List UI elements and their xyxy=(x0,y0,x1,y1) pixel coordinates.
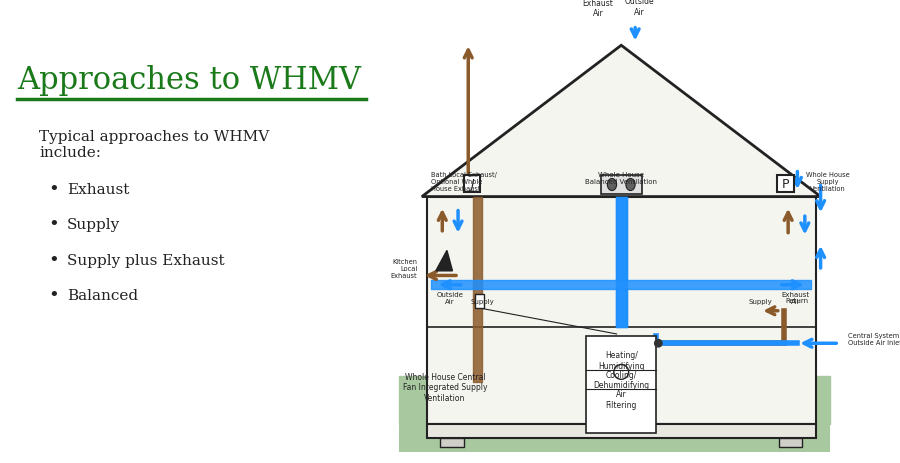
Polygon shape xyxy=(436,251,453,271)
Text: J: J xyxy=(470,178,473,191)
Text: •: • xyxy=(49,286,59,304)
Text: Exhaust: Exhaust xyxy=(67,183,129,197)
Circle shape xyxy=(654,340,662,347)
Text: Outside
Air: Outside Air xyxy=(436,292,464,305)
Text: Heating/
Humidifying: Heating/ Humidifying xyxy=(598,350,644,370)
Text: Supply plus Exhaust: Supply plus Exhaust xyxy=(67,253,224,267)
Text: Balanced: Balanced xyxy=(67,288,138,302)
Polygon shape xyxy=(422,46,821,197)
Ellipse shape xyxy=(608,179,616,191)
Text: •: • xyxy=(49,251,59,269)
Text: Air
Filtering: Air Filtering xyxy=(606,389,637,409)
Ellipse shape xyxy=(626,179,635,191)
Text: Whole House
Supply
Ventilation: Whole House Supply Ventilation xyxy=(806,171,850,191)
Bar xyxy=(778,438,802,447)
Text: Exhaust
Air: Exhaust Air xyxy=(582,0,614,19)
Text: Supply: Supply xyxy=(471,299,494,305)
Text: Central System
Outside Air Inlet: Central System Outside Air Inlet xyxy=(849,332,900,345)
Text: Outside
Air: Outside Air xyxy=(625,0,654,17)
FancyBboxPatch shape xyxy=(601,176,642,194)
Text: Whole House Central
Fan Integrated Supply
Ventilation: Whole House Central Fan Integrated Suppl… xyxy=(403,372,487,402)
FancyBboxPatch shape xyxy=(474,294,484,308)
Text: Return: Return xyxy=(786,298,808,304)
FancyBboxPatch shape xyxy=(464,176,481,193)
FancyBboxPatch shape xyxy=(777,176,794,193)
Text: Whole House
Balanced Ventilation: Whole House Balanced Ventilation xyxy=(585,171,657,184)
Text: Typical approaches to WHMV
include:: Typical approaches to WHMV include: xyxy=(39,130,269,160)
Text: Exhaust
Air: Exhaust Air xyxy=(781,292,810,305)
Text: •: • xyxy=(49,181,59,199)
Text: •: • xyxy=(49,216,59,234)
Bar xyxy=(427,197,816,424)
FancyBboxPatch shape xyxy=(586,336,656,433)
Text: Bath Local Exhaust/
Optional Whole
House Exhaust: Bath Local Exhaust/ Optional Whole House… xyxy=(431,171,497,191)
Bar xyxy=(427,424,816,438)
Bar xyxy=(440,438,464,447)
Text: P: P xyxy=(781,178,789,191)
Text: Cooling/
Dehumidifying: Cooling/ Dehumidifying xyxy=(593,370,649,389)
Text: Kitchen
Local
Exhaust: Kitchen Local Exhaust xyxy=(391,258,418,278)
Text: Supply: Supply xyxy=(67,218,120,232)
Text: Approaches to WHMV: Approaches to WHMV xyxy=(17,65,361,96)
Text: Supply: Supply xyxy=(749,299,772,305)
FancyBboxPatch shape xyxy=(399,376,830,452)
